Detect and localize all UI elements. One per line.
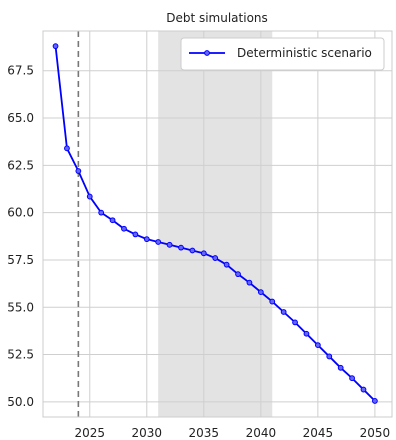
data-point	[178, 244, 184, 251]
data-point	[326, 353, 333, 360]
chart-title: Debt simulations	[166, 11, 268, 25]
legend-box	[180, 37, 385, 71]
x-tick-label: 2040	[246, 426, 277, 440]
data-point	[143, 236, 150, 243]
data-point	[155, 239, 162, 245]
y-tick-label: 57.5	[7, 253, 34, 267]
data-point	[292, 319, 298, 326]
legend-marker-sample	[204, 50, 210, 56]
legend: Deterministic scenario	[180, 37, 385, 71]
y-tick-label: 62.5	[7, 158, 34, 172]
x-tick-label: 2025	[74, 426, 105, 440]
data-point	[212, 255, 219, 261]
data-point	[303, 330, 310, 337]
x-tick-label: 2050	[360, 426, 391, 440]
y-tick-label: 60.0	[7, 206, 34, 220]
x-tick-label: 2045	[303, 426, 334, 440]
data-point	[349, 375, 355, 382]
data-point	[269, 298, 276, 305]
y-tick-label: 55.0	[7, 300, 34, 314]
data-point	[64, 145, 70, 152]
data-point	[337, 364, 344, 371]
data-point	[257, 289, 264, 296]
data-point	[75, 168, 82, 174]
y-tick-label: 65.0	[7, 111, 34, 125]
data-point	[200, 250, 207, 257]
data-point	[109, 217, 116, 224]
shaded-region	[158, 31, 273, 417]
data-point	[98, 209, 105, 216]
data-point	[223, 261, 230, 268]
data-point	[132, 231, 139, 238]
data-point	[280, 309, 287, 315]
data-point	[121, 225, 127, 232]
data-point	[246, 279, 253, 286]
data-point	[314, 342, 321, 348]
data-point	[371, 398, 378, 404]
x-tick-label: 2030	[132, 426, 163, 440]
data-point	[189, 247, 196, 254]
data-point	[52, 43, 59, 50]
data-point	[166, 241, 173, 248]
data-point	[360, 386, 367, 393]
x-tick-label: 2035	[189, 426, 220, 440]
y-tick-label: 50.0	[7, 395, 34, 409]
plot-frame	[42, 30, 393, 418]
y-tick-label: 67.5	[7, 64, 34, 78]
y-tick-label: 52.5	[7, 348, 34, 362]
legend-label: Deterministic scenario	[237, 46, 372, 60]
data-point	[86, 193, 93, 200]
data-point	[235, 271, 241, 278]
